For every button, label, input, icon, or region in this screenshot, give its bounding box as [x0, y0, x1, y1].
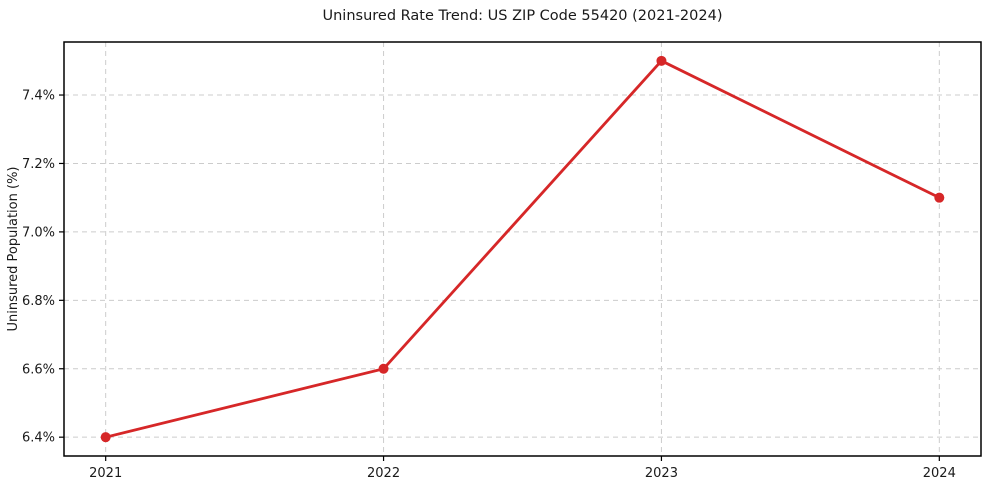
x-tick-label: 2023 — [645, 466, 678, 481]
y-tick-label: 6.6% — [22, 362, 55, 377]
data-point — [934, 192, 945, 203]
x-tick-label: 2022 — [367, 466, 400, 481]
y-tick-label: 7.0% — [22, 225, 55, 240]
y-tick-label: 6.8% — [22, 294, 55, 309]
y-tick-label: 6.4% — [22, 431, 55, 446]
trend-line — [104, 59, 941, 439]
data-point — [656, 55, 667, 66]
data-point — [100, 432, 111, 443]
y-tick-label: 7.4% — [22, 89, 55, 104]
chart-title: Uninsured Rate Trend: US ZIP Code 55420 … — [322, 8, 723, 24]
data-point — [378, 363, 389, 374]
x-tick-label: 2024 — [923, 466, 956, 481]
plot-spines — [63, 41, 982, 457]
x-tick-label: 2021 — [89, 466, 122, 481]
y-tick-label: 7.2% — [22, 157, 55, 172]
